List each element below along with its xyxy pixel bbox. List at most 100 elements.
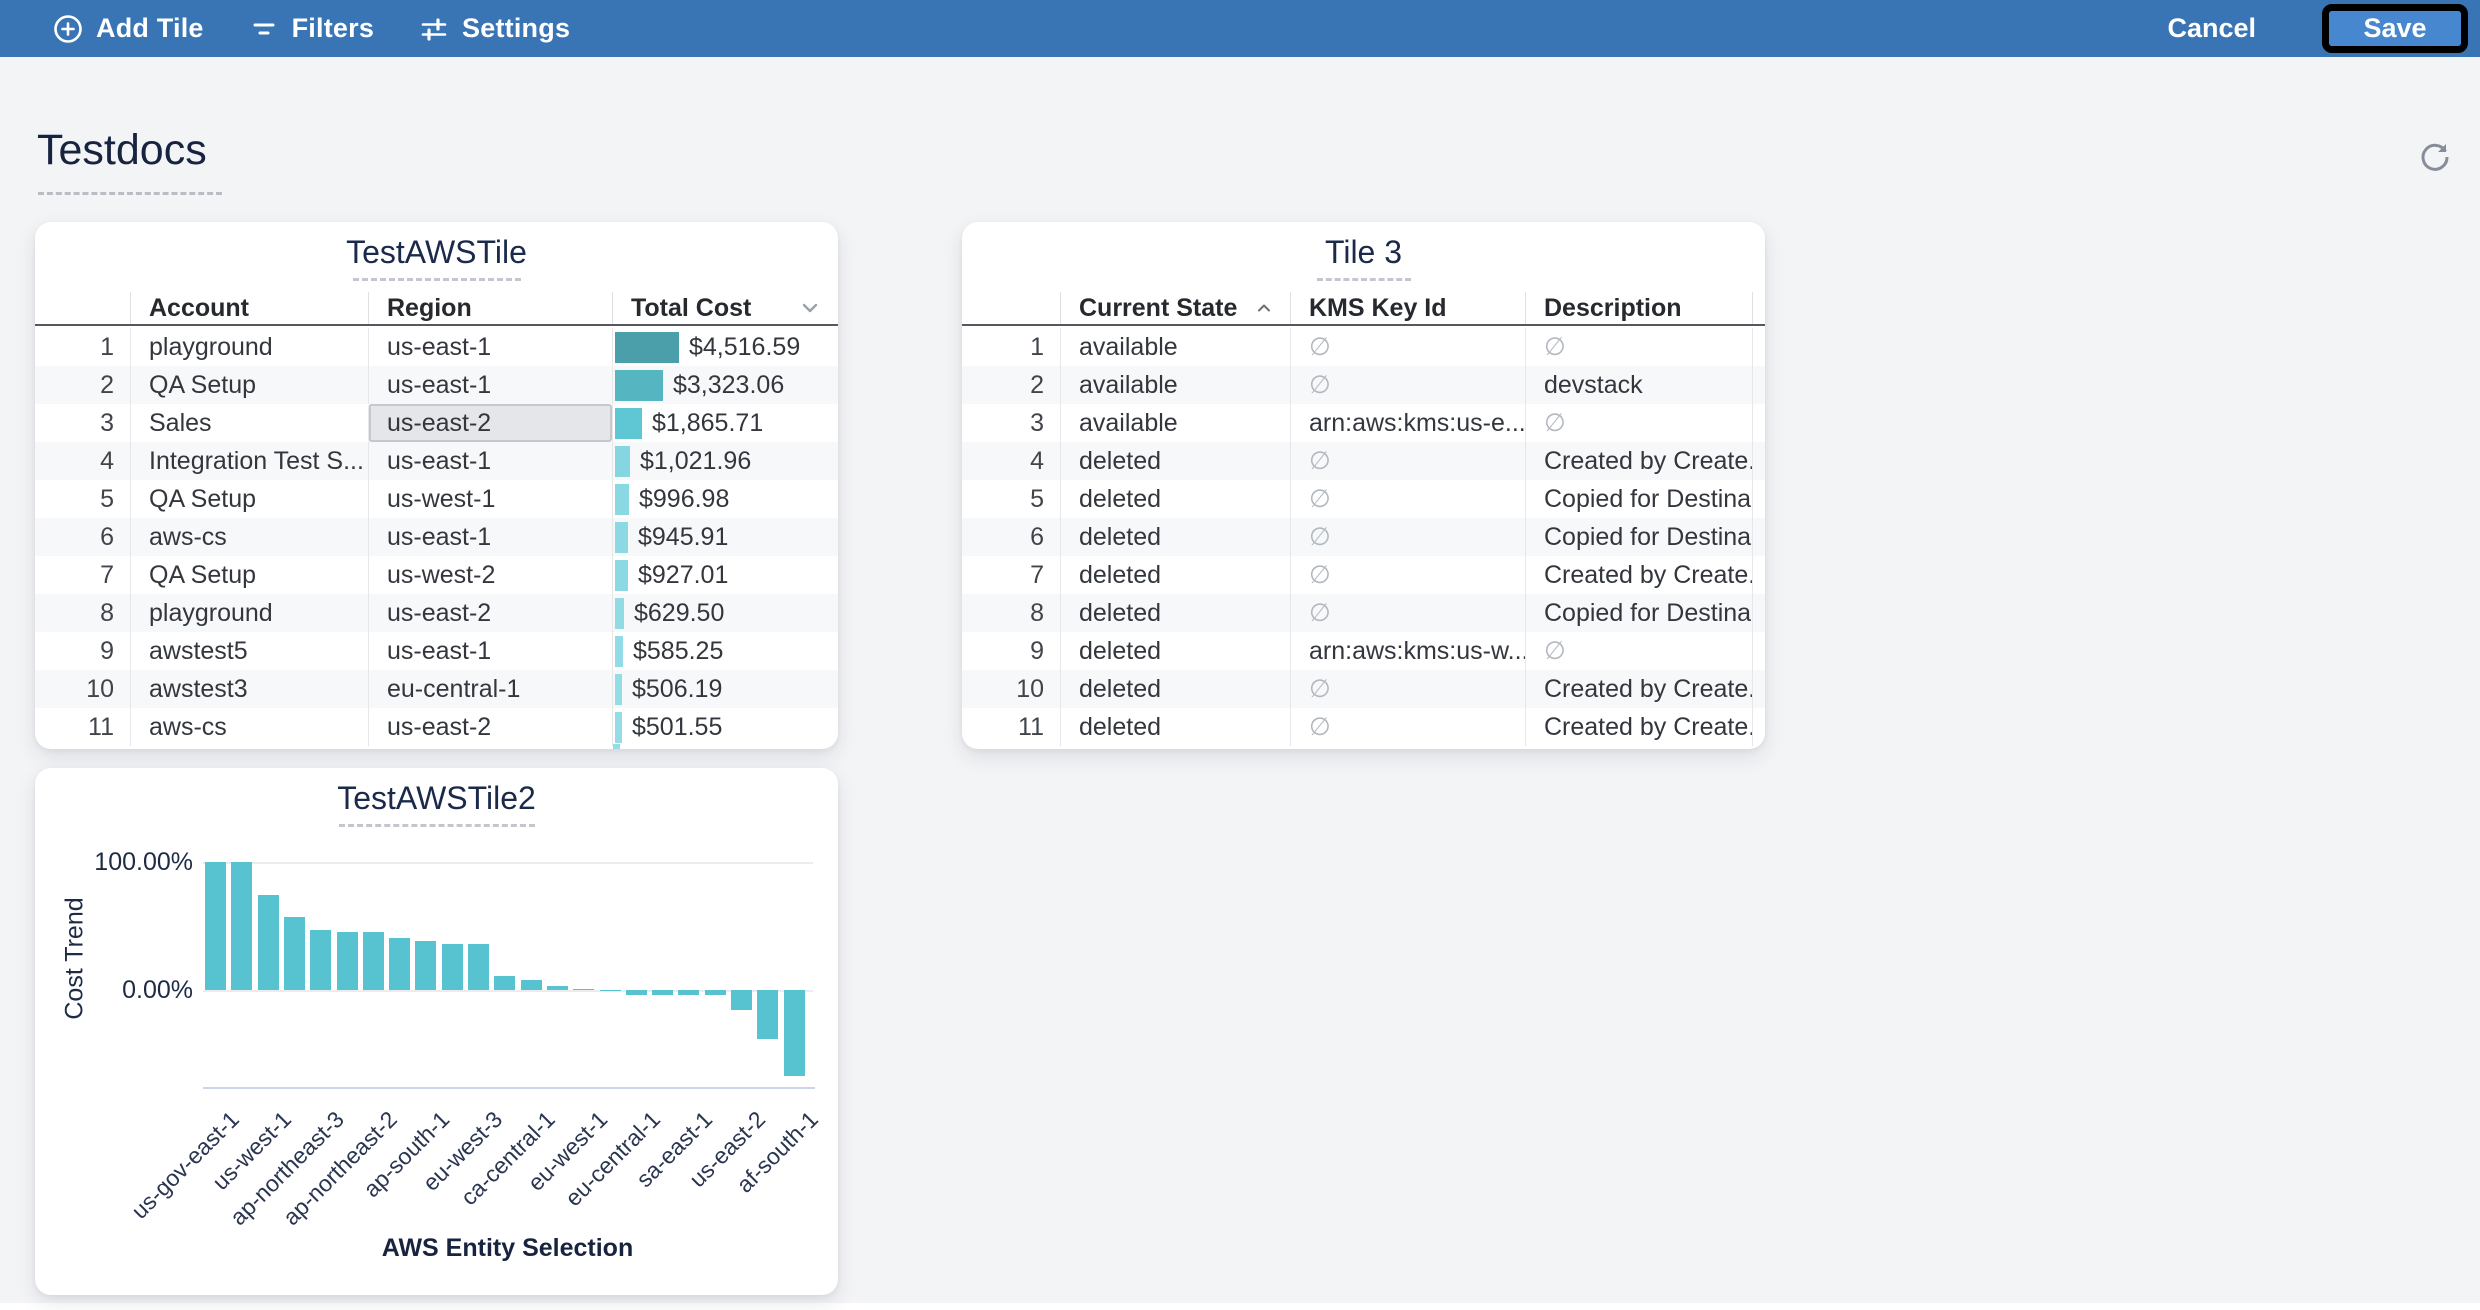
account-cell[interactable]: awstest3 <box>130 670 368 708</box>
column-header-total-cost[interactable]: Total Cost <box>612 292 838 324</box>
description-cell[interactable]: devstack <box>1525 366 1752 404</box>
kms-key-id-cell[interactable]: ∅ <box>1290 518 1525 556</box>
description-cell[interactable]: Created by Create... <box>1525 708 1752 746</box>
account-cell[interactable]: aws-cs <box>130 708 368 746</box>
current-state-cell[interactable]: deleted <box>1060 708 1290 746</box>
total-cost-cell[interactable]: $501.55 <box>612 708 838 746</box>
description-cell[interactable]: Created by Create... <box>1525 442 1752 480</box>
chart-bar[interactable] <box>389 937 411 990</box>
column-header-current-state[interactable]: Current State <box>1060 292 1290 324</box>
account-cell[interactable]: playground <box>130 328 368 366</box>
kms-key-id-cell[interactable]: arn:aws:kms:us-e... <box>1290 404 1525 442</box>
chart-bar[interactable] <box>731 990 752 1011</box>
chart-bar[interactable] <box>231 862 253 990</box>
chart-bar[interactable] <box>310 929 332 990</box>
current-state-cell[interactable]: deleted <box>1060 632 1290 670</box>
region-cell[interactable]: us-east-2 <box>368 594 612 632</box>
chart-bar[interactable] <box>573 989 595 990</box>
total-cost-cell[interactable]: $585.25 <box>612 632 838 670</box>
cancel-button[interactable]: Cancel <box>2167 13 2256 43</box>
account-cell[interactable]: playground <box>130 594 368 632</box>
kms-key-id-cell[interactable]: ∅ <box>1290 708 1525 746</box>
total-cost-cell[interactable]: $506.19 <box>612 670 838 708</box>
current-state-cell[interactable]: deleted <box>1060 480 1290 518</box>
kms-key-id-cell[interactable]: ∅ <box>1290 594 1525 632</box>
account-cell[interactable]: QA Setup <box>130 556 368 594</box>
description-cell[interactable]: Copied for Destina... <box>1525 480 1752 518</box>
description-cell[interactable]: ∅ <box>1525 632 1752 670</box>
total-cost-cell[interactable]: $927.01 <box>612 556 838 594</box>
current-state-cell[interactable]: available <box>1060 404 1290 442</box>
description-cell[interactable]: Copied for Destina... <box>1525 518 1752 556</box>
region-cell[interactable]: us-east-1 <box>368 328 612 366</box>
account-cell[interactable]: QA Setup <box>130 366 368 404</box>
kms-key-id-cell[interactable]: arn:aws:kms:us-w... <box>1290 632 1525 670</box>
total-cost-cell[interactable]: $1,865.71 <box>612 404 838 442</box>
chart-bar[interactable] <box>546 986 568 990</box>
current-state-cell[interactable]: deleted <box>1060 594 1290 632</box>
region-cell[interactable]: us-east-1 <box>368 632 612 670</box>
account-cell[interactable]: Sales <box>130 404 368 442</box>
total-cost-cell[interactable]: $1,021.96 <box>612 442 838 480</box>
region-cell[interactable]: us-west-2 <box>368 556 612 594</box>
column-header-account[interactable]: Account <box>130 292 368 324</box>
chart-bar[interactable] <box>783 990 805 1076</box>
account-cell[interactable]: Integration Test S... <box>130 442 368 480</box>
kms-key-id-cell[interactable]: ∅ <box>1290 670 1525 708</box>
total-cost-cell[interactable]: $3,323.06 <box>612 366 838 404</box>
chart-bar[interactable] <box>757 990 779 1039</box>
tile-title[interactable]: TestAWSTile <box>346 234 527 270</box>
kms-key-id-cell[interactable]: ∅ <box>1290 328 1525 366</box>
current-state-cell[interactable]: deleted <box>1060 442 1290 480</box>
tile-testawstile2[interactable]: TestAWSTile2 100.00% 0.00% Cost Trend us… <box>35 768 838 1295</box>
chart-bar[interactable] <box>678 990 700 996</box>
total-cost-cell[interactable]: $4,516.59 <box>612 328 838 366</box>
current-state-cell[interactable]: deleted <box>1060 670 1290 708</box>
save-button[interactable]: Save <box>2329 11 2461 46</box>
chart-bar[interactable] <box>336 932 358 990</box>
chart-bar[interactable] <box>599 990 621 991</box>
chart-bar[interactable] <box>468 943 489 990</box>
region-cell[interactable]: eu-central-1 <box>368 670 612 708</box>
chart-bar[interactable] <box>652 990 674 996</box>
description-cell[interactable]: Copied for Destina... <box>1525 594 1752 632</box>
chart-bar[interactable] <box>494 975 516 990</box>
chart-bar[interactable] <box>362 932 384 990</box>
description-cell[interactable]: Created by Create... <box>1525 556 1752 594</box>
tile-tile3[interactable]: Tile 3 Current State KMS Key Id Descript… <box>962 222 1765 749</box>
chart-bar[interactable] <box>283 917 305 990</box>
chart-bar[interactable] <box>704 990 726 996</box>
total-cost-cell[interactable]: $945.91 <box>612 518 838 556</box>
region-cell[interactable]: us-east-1 <box>368 518 612 556</box>
kms-key-id-cell[interactable]: ∅ <box>1290 442 1525 480</box>
kms-key-id-cell[interactable]: ∅ <box>1290 480 1525 518</box>
chart-bar[interactable] <box>205 862 226 990</box>
chart-bar[interactable] <box>257 895 279 990</box>
kms-key-id-cell[interactable]: ∅ <box>1290 556 1525 594</box>
filters-button[interactable]: Filters <box>248 13 374 45</box>
description-cell[interactable]: ∅ <box>1525 328 1752 366</box>
chart-bar[interactable] <box>625 990 647 996</box>
region-cell[interactable]: us-west-1 <box>368 480 612 518</box>
region-cell-selected[interactable]: us-east-2 <box>368 404 612 442</box>
current-state-cell[interactable]: available <box>1060 328 1290 366</box>
tile-title[interactable]: TestAWSTile2 <box>337 780 536 816</box>
account-cell[interactable]: aws-cs <box>130 518 368 556</box>
account-cell[interactable]: QA Setup <box>130 480 368 518</box>
region-cell[interactable]: us-east-1 <box>368 366 612 404</box>
column-header-kms-key-id[interactable]: KMS Key Id <box>1290 292 1525 324</box>
chart-bar[interactable] <box>415 941 437 990</box>
refresh-button[interactable] <box>2416 138 2454 176</box>
kms-key-id-cell[interactable]: ∅ <box>1290 366 1525 404</box>
dashboard-title[interactable]: Testdocs <box>37 126 207 174</box>
chart-bar[interactable] <box>441 943 463 990</box>
column-header-description[interactable]: Description <box>1525 292 1752 324</box>
column-header-region[interactable]: Region <box>368 292 612 324</box>
current-state-cell[interactable]: deleted <box>1060 556 1290 594</box>
description-cell[interactable]: ∅ <box>1525 404 1752 442</box>
current-state-cell[interactable]: deleted <box>1060 518 1290 556</box>
region-cell[interactable]: us-east-1 <box>368 442 612 480</box>
account-cell[interactable]: awstest5 <box>130 632 368 670</box>
current-state-cell[interactable]: available <box>1060 366 1290 404</box>
tile-title[interactable]: Tile 3 <box>1324 234 1403 270</box>
